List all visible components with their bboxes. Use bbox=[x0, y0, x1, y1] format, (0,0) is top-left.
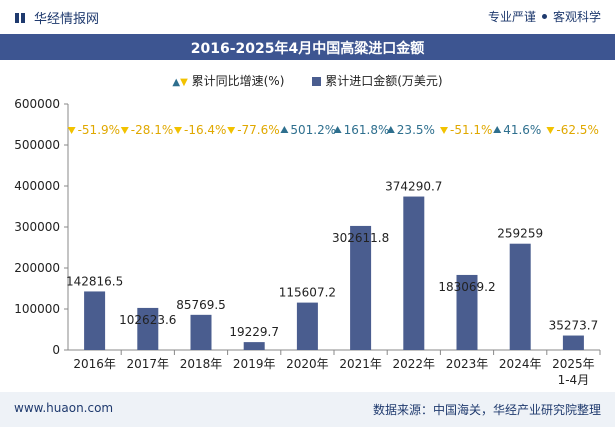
legend-growth: ▲▼ 累计同比增速(%) bbox=[172, 72, 284, 89]
title-bar: 2016-2025年4月中国高粱进口金额 bbox=[0, 34, 615, 60]
growth-label: -51.9% bbox=[78, 123, 120, 137]
growth-down-marker bbox=[174, 127, 182, 134]
x-tick-label: 2018年 bbox=[180, 357, 223, 371]
x-tick-label: 2025年 bbox=[552, 357, 595, 371]
bar-value-label: 374290.7 bbox=[385, 180, 442, 194]
bar bbox=[456, 274, 478, 350]
growth-down-marker bbox=[440, 127, 448, 134]
slogan-2: 客观科学 bbox=[552, 10, 601, 24]
legend: ▲▼ 累计同比增速(%) 累计进口金额(万美元) bbox=[0, 72, 615, 89]
x-tick-label: 2020年 bbox=[286, 357, 329, 371]
bar bbox=[190, 314, 212, 350]
x-tick-label: 2022年 bbox=[393, 357, 436, 371]
footer: www.huaon.com 数据来源：中国海关，华经产业研究院整理 bbox=[0, 392, 615, 427]
bar-value-label: 19229.7 bbox=[229, 325, 279, 339]
bullet-icon bbox=[541, 14, 547, 19]
bar bbox=[137, 307, 159, 350]
x-tick-label: 2017年 bbox=[127, 357, 170, 371]
growth-label: -77.6% bbox=[237, 123, 279, 137]
growth-down-marker bbox=[120, 127, 129, 134]
slogan: 专业严谨 客观科学 bbox=[488, 8, 601, 25]
y-tick-label: 200000 bbox=[14, 261, 60, 275]
growth-label: 501.2% bbox=[290, 123, 336, 137]
growth-label: -28.1% bbox=[131, 123, 173, 137]
bar-value-label: 102623.6 bbox=[119, 313, 176, 327]
bar bbox=[84, 291, 106, 350]
bar-value-label: 115607.2 bbox=[279, 286, 336, 300]
bar-value-label: 35273.7 bbox=[549, 319, 599, 333]
chart-area: 0 100000 200000 300000 400000 500000 600000 142… bbox=[14, 97, 601, 387]
legend-amount: 累计进口金额(万美元) bbox=[312, 72, 443, 89]
footer-url[interactable]: www.huaon.com bbox=[14, 401, 114, 415]
bar-value-label: 85769.5 bbox=[176, 298, 226, 312]
legend-growth-label: 累计同比增速(%) bbox=[191, 74, 285, 88]
y-tick-label: 100000 bbox=[14, 302, 60, 316]
growth-label: -62.5% bbox=[556, 123, 598, 137]
footer-source: 数据来源：中国海关，华经产业研究院整理 bbox=[372, 403, 601, 417]
legend-amount-label: 累计进口金额(万美元) bbox=[325, 74, 443, 88]
triangle-down-icon: ▼ bbox=[180, 77, 188, 88]
growth-down-marker bbox=[546, 127, 555, 134]
bar-value-label: 142816.5 bbox=[66, 274, 123, 288]
growth-up-marker bbox=[333, 126, 342, 133]
y-tick-label: 500000 bbox=[14, 138, 60, 152]
bar bbox=[243, 342, 265, 350]
growth-label: 23.5% bbox=[397, 123, 435, 137]
bar-value-label: 302611.8 bbox=[332, 231, 389, 245]
growth-label: -51.1% bbox=[450, 123, 492, 137]
bar-value-label: 259259 bbox=[497, 227, 543, 241]
x-tick-label: 2024年 bbox=[499, 357, 542, 371]
growth-up-marker bbox=[493, 126, 502, 133]
y-tick-label: 300000 bbox=[14, 220, 60, 234]
brand-logo-icon bbox=[15, 12, 25, 23]
growth-label: 161.8% bbox=[344, 123, 390, 137]
bar-swatch-icon bbox=[312, 77, 322, 86]
slogan-1: 专业严谨 bbox=[487, 10, 536, 24]
growth-up-marker bbox=[280, 126, 289, 133]
x-tick-label: 2019年 bbox=[233, 357, 276, 371]
top-bar: 华经情报网 专业严谨 客观科学 bbox=[0, 0, 615, 34]
growth-label: -16.4% bbox=[184, 123, 226, 137]
y-tick-label: 0 bbox=[52, 343, 60, 357]
y-tick-label: 400000 bbox=[14, 179, 60, 193]
bar bbox=[296, 302, 318, 350]
triangle-up-icon: ▲ bbox=[172, 77, 181, 88]
bar bbox=[509, 243, 531, 350]
y-tick-label: 600000 bbox=[14, 97, 60, 111]
bar-value-label: 183069.2 bbox=[438, 280, 495, 294]
growth-down-marker bbox=[67, 127, 76, 134]
bar bbox=[350, 225, 372, 350]
bar bbox=[562, 335, 584, 350]
growth-down-marker bbox=[227, 127, 236, 134]
brand-name: 华经情报网 bbox=[34, 12, 100, 27]
growth-label: 41.6% bbox=[503, 123, 541, 137]
x-tick-label: 2021年 bbox=[339, 357, 382, 371]
bar bbox=[403, 196, 425, 350]
chart-title: 2016-2025年4月中国高粱进口金额 bbox=[190, 41, 425, 57]
growth-up-marker bbox=[386, 126, 395, 133]
x-tick-label: 2023年 bbox=[446, 357, 489, 371]
x-tick-label: 2016年 bbox=[73, 357, 116, 371]
x-tick-label: 1-4月 bbox=[558, 373, 590, 387]
brand[interactable]: 华经情报网 bbox=[14, 8, 99, 27]
